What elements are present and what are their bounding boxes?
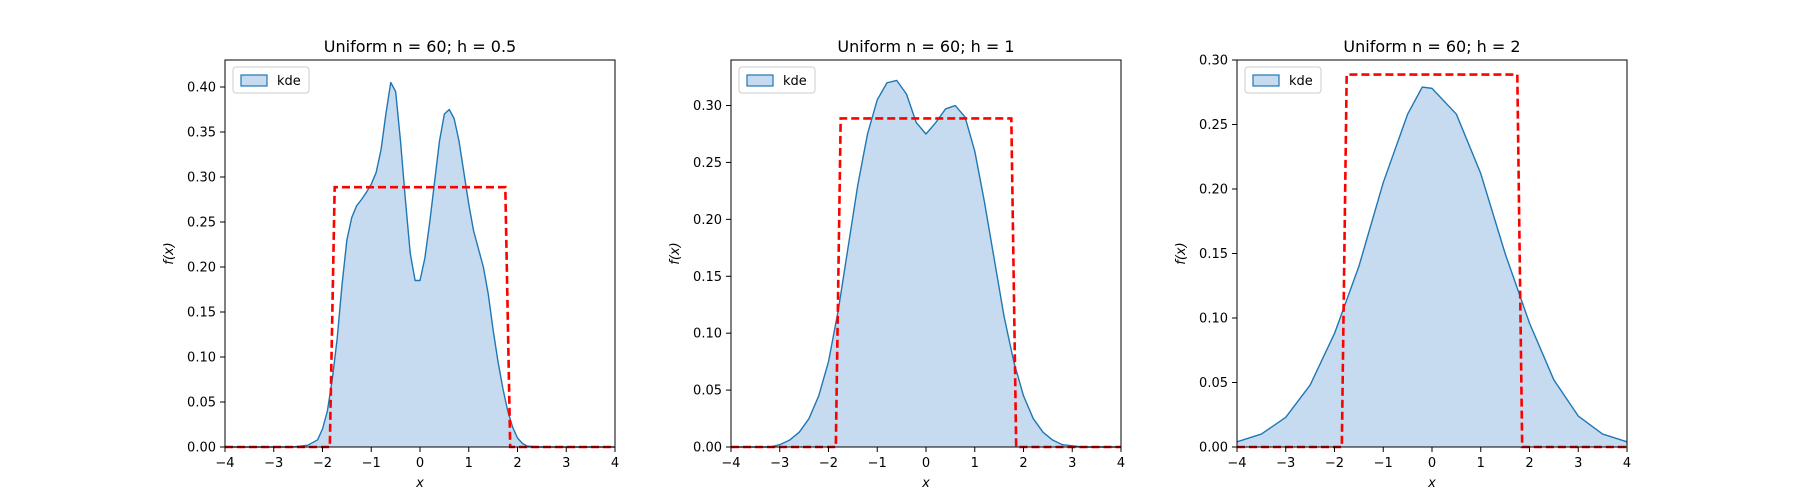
x-tick-label: −2 (819, 456, 838, 471)
legend-label: kde (783, 74, 807, 89)
y-tick-label: 0.10 (693, 327, 722, 342)
x-axis-label: x (1427, 476, 1436, 491)
y-tick-label: 0.10 (1199, 312, 1228, 327)
x-tick-label: −2 (1325, 456, 1344, 471)
subplot-title: Uniform n = 60; h = 2 (1343, 37, 1520, 56)
y-tick-label: 0.15 (1199, 247, 1228, 262)
y-tick-label: 0.05 (187, 396, 216, 411)
x-tick-label: 2 (1019, 456, 1027, 471)
y-tick-label: 0.15 (187, 306, 216, 321)
y-tick-label: 0.00 (693, 441, 722, 456)
x-tick-label: 1 (1477, 456, 1485, 471)
subplot-3: −4 −3 −2 −1 0 1 2 3 4 0.00 0.05 0.10 0.15 0.20 0.25 0.3… (1174, 37, 1631, 491)
x-tick-label: 2 (1525, 456, 1533, 471)
x-tick-label: −4 (1227, 456, 1246, 471)
y-tick-label: 0.35 (187, 126, 216, 141)
y-tick-label: 0.40 (187, 81, 216, 96)
kde-line (1236, 86, 1628, 443)
x-tick-label: −2 (313, 456, 332, 471)
y-tick-label: 0.05 (1199, 376, 1228, 391)
x-tick-label: 3 (1574, 456, 1582, 471)
y-tick-label: 0.20 (1199, 183, 1228, 198)
kde-area (225, 82, 615, 447)
kde-area (731, 80, 1121, 448)
x-tick-label: 3 (1068, 456, 1076, 471)
y-tick-label: 0.25 (1199, 118, 1228, 133)
x-tick-label: 3 (562, 456, 570, 471)
x-tick-label: −3 (1276, 456, 1295, 471)
x-tick-label: 4 (1117, 456, 1125, 471)
y-axis-label: f(x) (1174, 242, 1189, 264)
y-tick-label: 0.20 (693, 213, 722, 228)
y-tick-label: 0.15 (693, 270, 722, 285)
kde-line (731, 79, 1121, 448)
x-tick-label: −4 (721, 456, 740, 471)
kde-area (1237, 87, 1627, 447)
kde-line (225, 81, 615, 448)
y-tick-label: 0.30 (187, 171, 216, 186)
x-tick-label: −3 (264, 456, 283, 471)
legend-label: kde (1289, 74, 1313, 89)
y-tick-label: 0.10 (187, 351, 216, 366)
x-tick-label: 4 (611, 456, 619, 471)
x-tick-label: −1 (868, 456, 887, 471)
legend-label: kde (277, 74, 301, 89)
x-tick-label: −4 (215, 456, 234, 471)
subplot-1: −4 −3 −2 −1 0 1 2 3 4 0.00 0.05 0.10 0.15 0.20 0.25 0.3… (162, 37, 619, 491)
x-tick-label: −3 (770, 456, 789, 471)
subplot-title: Uniform n = 60; h = 0.5 (324, 37, 516, 56)
legend-swatch (746, 74, 774, 87)
legend-swatch (1252, 74, 1280, 87)
x-tick-label: 1 (971, 456, 979, 471)
x-tick-label: 4 (1623, 456, 1631, 471)
x-tick-label: −1 (1374, 456, 1393, 471)
x-tick-label: 0 (922, 456, 930, 471)
y-tick-label: 0.00 (187, 441, 216, 456)
subplot-title: Uniform n = 60; h = 1 (837, 37, 1014, 56)
y-axis-label: f(x) (162, 242, 177, 264)
subplot-2: −4 −3 −2 −1 0 1 2 3 4 0.00 0.05 0.10 0.15 0.20 0.25 0.3… (668, 37, 1125, 491)
x-axis-label: x (415, 476, 424, 491)
y-tick-label: 0.00 (1199, 441, 1228, 456)
x-tick-label: 1 (465, 456, 473, 471)
y-tick-label: 0.30 (693, 99, 722, 114)
y-tick-label: 0.25 (693, 156, 722, 171)
y-tick-label: 0.25 (187, 216, 216, 231)
legend-swatch (240, 74, 268, 87)
x-tick-label: 0 (1428, 456, 1436, 471)
y-tick-label: 0.20 (187, 261, 216, 276)
y-tick-label: 0.30 (1199, 54, 1228, 69)
x-tick-label: −1 (362, 456, 381, 471)
x-tick-label: 0 (416, 456, 424, 471)
y-tick-label: 0.05 (693, 384, 722, 399)
x-axis-label: x (921, 476, 930, 491)
x-tick-label: 2 (513, 456, 521, 471)
y-axis-label: f(x) (668, 242, 683, 264)
